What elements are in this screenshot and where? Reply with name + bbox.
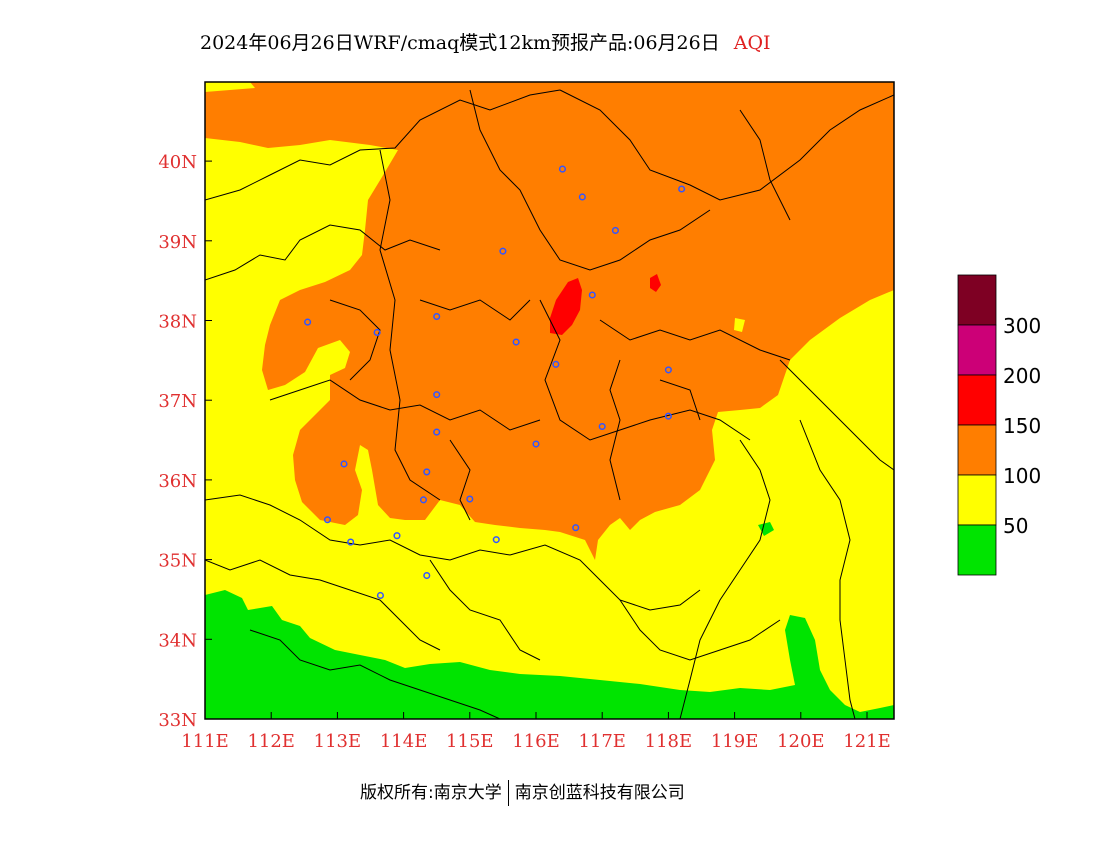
- x-tick-label: 112E: [247, 731, 295, 752]
- legend-label-150: 150: [1003, 414, 1041, 438]
- city-marker: [340, 460, 348, 468]
- city-marker: [512, 338, 520, 346]
- x-tick-label: 113E: [314, 731, 362, 752]
- x-tick-label: 111E: [181, 731, 229, 752]
- city-marker: [552, 360, 560, 368]
- map-title: 2024年06月26日WRF/cmaq模式12km预报产品:06月26日 AQI: [200, 28, 771, 55]
- aqi-pocket-yellow: [205, 82, 255, 92]
- city-markers: [304, 165, 686, 600]
- city-marker: [423, 468, 431, 476]
- city-marker: [499, 247, 507, 255]
- city-marker: [532, 440, 540, 448]
- y-tick-label: 37N: [158, 391, 197, 412]
- city-marker: [323, 516, 332, 524]
- city-marker: [433, 312, 441, 321]
- city-marker: [664, 412, 672, 420]
- aqi-patch-green: [758, 522, 774, 536]
- city-marker: [664, 366, 672, 374]
- city-marker: [393, 532, 401, 540]
- city-marker: [376, 591, 384, 600]
- title-main: 2024年06月26日WRF/cmaq模式12km预报产品:06月26日: [200, 32, 720, 54]
- y-tick-label: 36N: [158, 471, 197, 492]
- x-tick-label: 116E: [512, 731, 560, 752]
- city-marker: [588, 291, 596, 299]
- city-marker: [304, 318, 312, 326]
- city-marker: [578, 193, 586, 201]
- x-tick-label: 119E: [711, 731, 759, 752]
- copyright-company: 南京创蓝科技有限公司: [514, 783, 685, 803]
- city-marker: [598, 422, 606, 431]
- copyright-footer: 版权所有:南京大学 南京创蓝科技有限公司: [360, 778, 685, 806]
- aqi-zone-150-200: [550, 278, 582, 335]
- legend-swatch-purple: [957, 324, 997, 376]
- y-tick-label: 38N: [158, 312, 197, 333]
- city-marker: [433, 428, 441, 436]
- city-marker: [572, 524, 580, 532]
- title-variable: AQI: [733, 32, 771, 54]
- city-marker: [611, 226, 619, 234]
- city-marker: [678, 185, 686, 193]
- aqi-patch-red: [650, 274, 661, 292]
- x-axis: 111E 112E 113E 114E 115E 116E 117E 118E 119E 120E…: [181, 712, 891, 752]
- legend-label-200: 200: [1003, 364, 1041, 388]
- city-marker: [433, 391, 441, 399]
- y-tick-label: 35N: [158, 551, 197, 572]
- y-tick-label: 33N: [158, 710, 197, 731]
- x-tick-label: 114E: [380, 731, 428, 752]
- copyright-separator: [507, 780, 509, 806]
- y-tick-label: 40N: [158, 152, 197, 173]
- city-marker: [419, 496, 428, 504]
- x-tick-label: 118E: [645, 731, 693, 752]
- aqi-legend: 300 200 150 100 50: [957, 274, 1041, 576]
- y-tick-label: 39N: [158, 232, 197, 253]
- legend-swatch-maroon: [957, 274, 997, 326]
- legend-swatch-orange: [957, 424, 997, 476]
- aqi-pocket-yellow-east: [734, 318, 745, 332]
- aqi-zone-100-150: [205, 82, 894, 560]
- legend-label-50: 50: [1003, 514, 1028, 538]
- x-tick-label: 121E: [843, 731, 891, 752]
- city-marker: [423, 571, 431, 580]
- city-marker: [558, 165, 567, 173]
- legend-label-100: 100: [1003, 464, 1041, 488]
- admin-boundaries: [205, 89, 894, 719]
- legend-swatch-yellow: [957, 474, 997, 526]
- legend-label-300: 300: [1003, 314, 1041, 338]
- city-marker: [466, 495, 474, 503]
- legend-swatch-red: [957, 374, 997, 426]
- city-marker: [373, 328, 381, 337]
- copyright-owner: 版权所有:南京大学: [360, 783, 502, 803]
- x-tick-label: 117E: [578, 731, 626, 752]
- y-axis: 40N 39N 38N 37N 36N 35N 34N 33N: [158, 152, 212, 731]
- city-marker: [347, 538, 355, 546]
- city-marker: [492, 536, 500, 544]
- x-tick-label: 120E: [777, 731, 825, 752]
- aqi-zone-0-50: [205, 590, 894, 719]
- aqi-field: [205, 82, 894, 719]
- legend-swatch-green: [957, 524, 997, 576]
- x-tick-label: 115E: [446, 731, 494, 752]
- y-tick-label: 34N: [158, 630, 197, 651]
